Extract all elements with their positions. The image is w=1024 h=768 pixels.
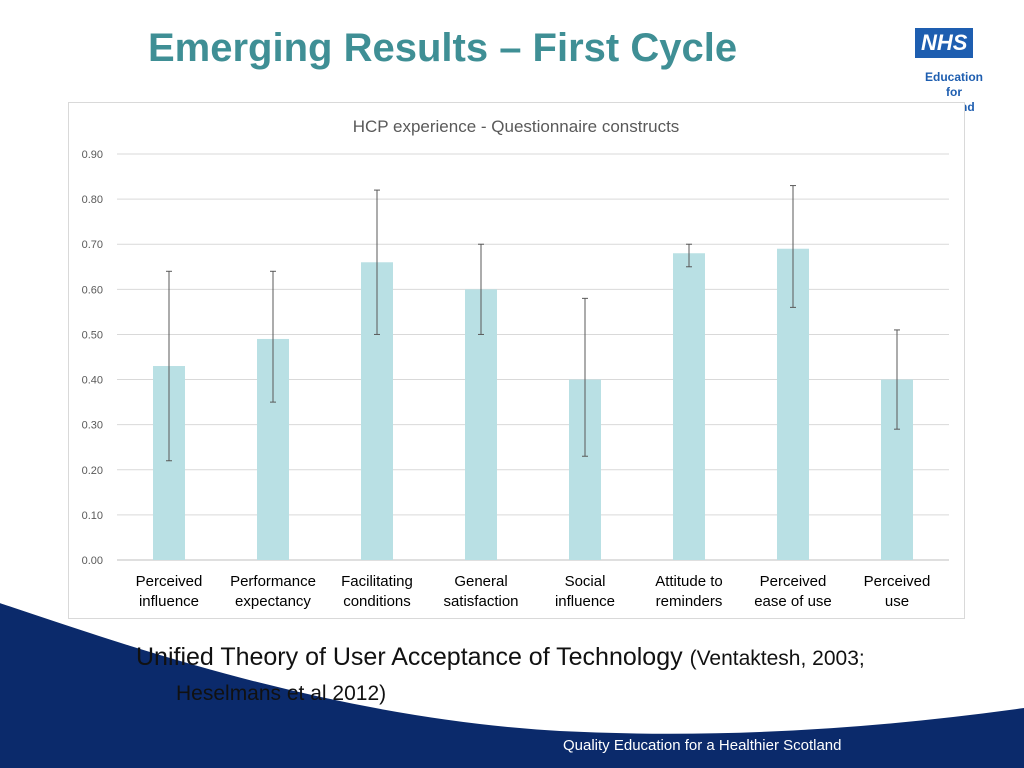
x-tick-label-line: Performance — [230, 573, 316, 590]
x-tick-label-line: influence — [139, 593, 199, 610]
x-tick-label-line: expectancy — [235, 593, 311, 610]
x-tick-label: Attitude to reminders — [655, 573, 723, 610]
x-tick-label-line: reminders — [656, 593, 723, 610]
y-tick-label: 0.10 — [82, 510, 103, 522]
x-tick-label-line: Perceived — [864, 573, 931, 590]
y-tick-label: 0.80 — [82, 194, 103, 206]
y-tick-label: 0.90 — [82, 149, 103, 161]
y-tick-label: 0.00 — [82, 555, 103, 567]
logo-line-education: Education — [925, 70, 984, 84]
x-tick-label-line: ease of use — [754, 593, 832, 610]
x-tick-label: Performance expectancy — [230, 573, 316, 610]
x-tick-label-line: Perceived — [760, 573, 827, 590]
footer-tagline: Quality Education for a Healthier Scotla… — [563, 737, 842, 754]
x-tick-label: Perceived ease of use — [754, 573, 832, 610]
x-tick-label: General satisfaction — [443, 573, 518, 610]
x-tick-label-line: influence — [555, 593, 615, 610]
x-tick-label-line: Attitude to — [655, 573, 723, 590]
y-tick-label: 0.20 — [82, 465, 103, 477]
chart-title: HCP experience - Questionnaire construct… — [353, 117, 680, 136]
logo-line-for: for — [946, 85, 962, 99]
x-tick-label-line: use — [885, 593, 909, 610]
caption-reference-cont: Heselmans et al 2012) — [176, 682, 387, 705]
bar — [673, 253, 705, 560]
x-tick-label: Perceived influence — [136, 573, 203, 610]
chart-area: HCP experience - Questionnaire construct… — [68, 102, 965, 619]
x-tick-label-line: Facilitating — [341, 573, 413, 590]
x-tick-label-line: Perceived — [136, 573, 203, 590]
y-tick-label: 0.60 — [82, 284, 103, 296]
x-tick-label-line: satisfaction — [443, 593, 518, 610]
slide-title: Emerging Results – First Cycle — [148, 26, 738, 70]
caption-line-1: Unified Theory of User Acceptance of Tec… — [136, 643, 865, 672]
caption-reference: (Ventaktesh, 2003; — [689, 647, 865, 670]
caption-main: Unified Theory of User Acceptance of Tec… — [136, 643, 683, 671]
y-tick-label: 0.70 — [82, 239, 103, 251]
x-tick-label: Facilitating conditions — [341, 573, 413, 610]
y-tick-label: 0.40 — [82, 375, 103, 387]
x-tick-label-line: conditions — [343, 593, 411, 610]
x-tick-label: Social influence — [555, 573, 615, 610]
x-tick-label: Perceived use — [864, 573, 931, 610]
nhs-logo-mark: NHS — [915, 28, 974, 58]
x-tick-label-line: Social — [565, 573, 606, 590]
y-tick-label: 0.50 — [82, 329, 103, 341]
y-tick-label: 0.30 — [82, 420, 103, 432]
bar-chart: HCP experience - Questionnaire construct… — [82, 117, 949, 610]
x-tick-label-line: General — [454, 573, 507, 590]
